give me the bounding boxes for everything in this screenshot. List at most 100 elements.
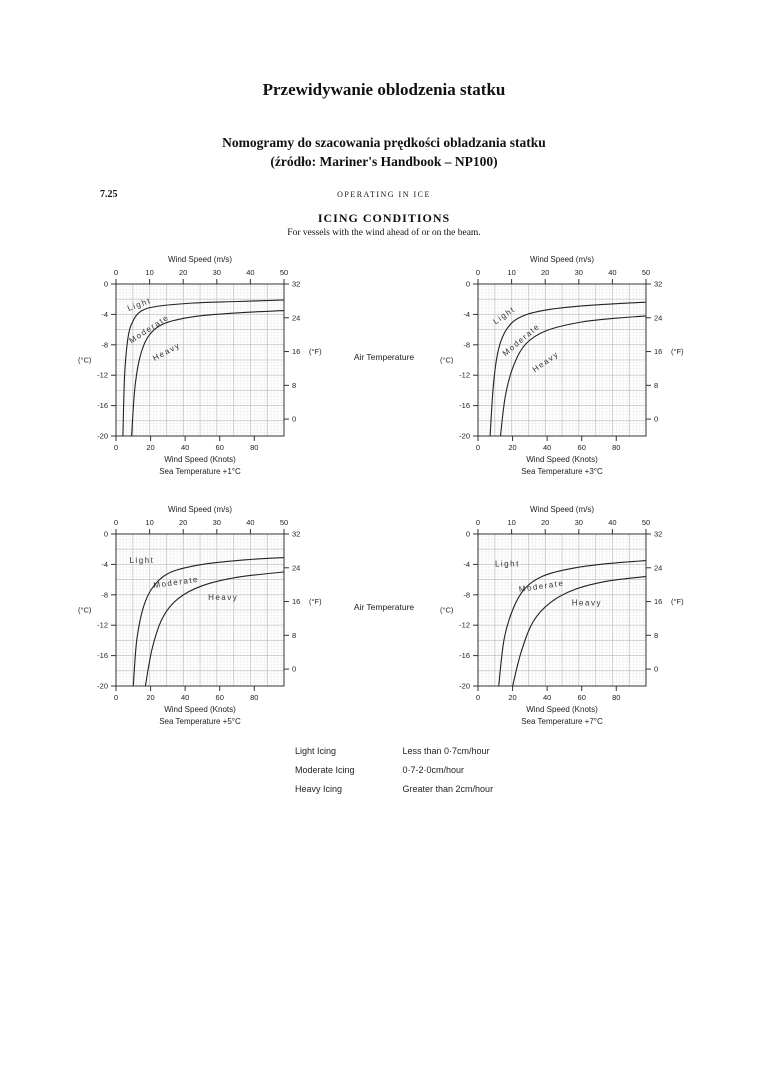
svg-text:24: 24	[654, 313, 662, 322]
region-label-heavy: Heavy	[208, 593, 238, 602]
svg-text:-20: -20	[97, 432, 108, 441]
svg-text:0: 0	[292, 415, 296, 424]
svg-text:-4: -4	[463, 560, 470, 569]
svg-text:-16: -16	[97, 651, 108, 660]
icing-nomogram-sea-temp-7c: 0 10 20 30 40 50 Wind Speed (m/s) 0 -4 -8 -12 -16 -2…	[438, 500, 692, 730]
running-header: OPERATING IN ICE	[337, 190, 431, 199]
svg-text:0: 0	[476, 693, 480, 702]
svg-text:80: 80	[612, 693, 620, 702]
svg-text:24: 24	[292, 563, 300, 572]
document-page: Przewidywanie oblodzenia statku Nomogram…	[0, 80, 768, 1003]
nomogram-svg: 0 10 20 30 40 50 Wind Speed (m/s) 0 -4 -8 -12 -16 -2…	[78, 255, 322, 476]
svg-text:40: 40	[608, 518, 616, 527]
svg-text:(°C): (°C)	[440, 356, 454, 365]
region-label-heavy: Heavy	[572, 598, 602, 607]
svg-text:-20: -20	[459, 682, 470, 691]
light-moderate-boundary-curve	[498, 560, 646, 687]
svg-text:50: 50	[280, 518, 288, 527]
light-moderate-boundary-curve	[132, 557, 284, 687]
svg-text:Wind Speed (Knots): Wind Speed (Knots)	[164, 455, 236, 464]
moderate-heavy-boundary-curve	[131, 310, 284, 437]
nomogram-svg: 0 10 20 30 40 50 Wind Speed (m/s) 0 -4 -8 -12 -16 -2…	[440, 255, 684, 476]
section-number: 7.25	[100, 189, 118, 200]
moderate-heavy-boundary-curve	[512, 576, 646, 687]
svg-text:(°F): (°F)	[671, 347, 684, 356]
svg-text:(°C): (°C)	[78, 356, 92, 365]
nomogram-svg: 0 10 20 30 40 50 Wind Speed (m/s) 0 -4 -8 -12 -16 -2…	[440, 505, 684, 726]
svg-text:-16: -16	[459, 651, 470, 660]
svg-text:Wind Speed (Knots): Wind Speed (Knots)	[164, 705, 236, 714]
svg-text:0: 0	[114, 268, 118, 277]
svg-text:(°F): (°F)	[309, 597, 322, 606]
air-temperature-label: Air Temperature	[353, 602, 415, 612]
svg-text:80: 80	[612, 443, 620, 452]
svg-text:40: 40	[543, 693, 551, 702]
svg-text:50: 50	[280, 268, 288, 277]
svg-text:Sea Temperature +3°C: Sea Temperature +3°C	[521, 467, 603, 476]
svg-text:60: 60	[578, 693, 586, 702]
svg-text:0: 0	[654, 665, 658, 674]
air-temperature-label: Air Temperature	[353, 352, 415, 362]
svg-text:-12: -12	[459, 621, 470, 630]
legend-row-moderate: Moderate Icing 0·7-2·0cm/hour	[295, 765, 768, 775]
svg-text:16: 16	[292, 347, 300, 356]
svg-text:16: 16	[654, 597, 662, 606]
svg-text:50: 50	[642, 518, 650, 527]
figure-title: ICING CONDITIONS	[317, 211, 451, 225]
figure-header: 7.25 OPERATING IN ICE	[0, 189, 768, 203]
legend-label: Light Icing	[295, 746, 337, 756]
svg-text:Wind Speed (m/s): Wind Speed (m/s)	[168, 505, 232, 514]
svg-text:10: 10	[145, 268, 153, 277]
svg-text:-4: -4	[463, 310, 470, 319]
icing-rate-legend: Light Icing Less than 0·7cm/hour Moderat…	[295, 746, 768, 794]
svg-text:10: 10	[507, 268, 515, 277]
nomogram-svg: 0 10 20 30 40 50 Wind Speed (m/s) 0 -4 -8 -12 -16 -2…	[78, 505, 322, 726]
svg-text:40: 40	[181, 443, 189, 452]
svg-text:40: 40	[543, 443, 551, 452]
svg-text:Wind Speed (Knots): Wind Speed (Knots)	[526, 705, 598, 714]
region-label-light: Light	[495, 560, 520, 569]
svg-text:0: 0	[476, 443, 480, 452]
svg-text:0: 0	[104, 280, 108, 289]
subtitle-line-2: (źródło: Mariner's Handbook – NP100)	[270, 154, 498, 169]
svg-text:60: 60	[216, 693, 224, 702]
svg-text:20: 20	[508, 443, 516, 452]
scanned-figure: 7.25 OPERATING IN ICE ICING CONDITIONS F…	[0, 189, 768, 794]
icing-nomogram-sea-temp-5c: 0 10 20 30 40 50 Wind Speed (m/s) 0 -4 -8 -12 -16 -2…	[76, 500, 330, 730]
svg-text:0: 0	[114, 693, 118, 702]
svg-text:50: 50	[642, 268, 650, 277]
figure-subtitle: For vessels with the wind ahead of or on…	[287, 228, 481, 238]
svg-text:Sea Temperature +1°C: Sea Temperature +1°C	[159, 467, 241, 476]
moderate-heavy-boundary-curve	[499, 315, 646, 437]
svg-text:8: 8	[292, 631, 296, 640]
light-moderate-boundary-curve	[122, 299, 284, 437]
light-moderate-boundary-curve	[489, 301, 646, 437]
svg-text:24: 24	[654, 563, 662, 572]
legend-label: Heavy Icing	[295, 784, 343, 794]
svg-text:0: 0	[114, 443, 118, 452]
svg-text:Wind Speed (Knots): Wind Speed (Knots)	[526, 455, 598, 464]
svg-text:-4: -4	[101, 310, 108, 319]
page-bottom-margin	[0, 803, 768, 1003]
svg-text:60: 60	[578, 443, 586, 452]
moderate-heavy-boundary-curve	[144, 571, 284, 687]
legend-value: Greater than 2cm/hour	[402, 784, 494, 794]
svg-text:Wind Speed (m/s): Wind Speed (m/s)	[530, 255, 594, 264]
svg-text:Wind Speed (m/s): Wind Speed (m/s)	[168, 255, 232, 264]
svg-text:(°F): (°F)	[309, 347, 322, 356]
svg-text:-8: -8	[463, 590, 470, 599]
svg-text:16: 16	[292, 597, 300, 606]
svg-text:Wind Speed (m/s): Wind Speed (m/s)	[530, 505, 594, 514]
legend-label: Moderate Icing	[295, 765, 355, 775]
svg-text:16: 16	[654, 347, 662, 356]
svg-text:Sea Temperature +7°C: Sea Temperature +7°C	[521, 717, 603, 726]
svg-text:(°F): (°F)	[671, 597, 684, 606]
svg-text:30: 30	[213, 268, 221, 277]
svg-text:8: 8	[654, 381, 658, 390]
icing-nomogram-sea-temp-1c: 0 10 20 30 40 50 Wind Speed (m/s) 0 -4 -8 -12 -16 -2…	[76, 250, 330, 480]
svg-text:-20: -20	[459, 432, 470, 441]
svg-text:8: 8	[292, 381, 296, 390]
legend-value: Less than 0·7cm/hour	[402, 746, 490, 756]
svg-text:0: 0	[476, 268, 480, 277]
svg-text:-20: -20	[97, 682, 108, 691]
